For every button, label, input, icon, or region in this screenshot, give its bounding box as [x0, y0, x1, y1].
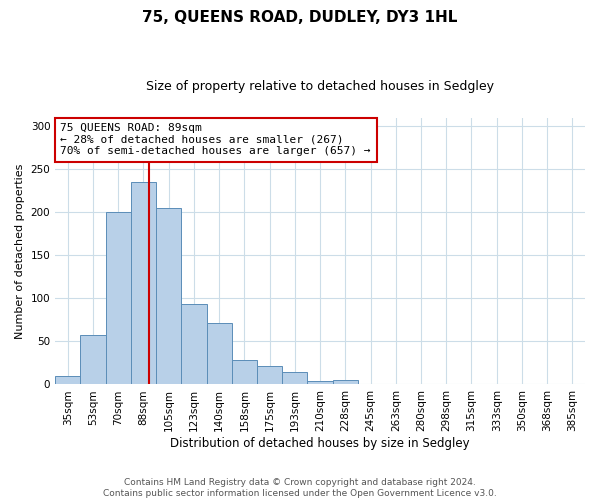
Bar [206, 324, 232, 384]
Text: Contains HM Land Registry data © Crown copyright and database right 2024.
Contai: Contains HM Land Registry data © Crown c… [103, 478, 497, 498]
Bar [232, 360, 257, 384]
Text: 75 QUEENS ROAD: 89sqm
← 28% of detached houses are smaller (267)
70% of semi-det: 75 QUEENS ROAD: 89sqm ← 28% of detached … [61, 123, 371, 156]
X-axis label: Distribution of detached houses by size in Sedgley: Distribution of detached houses by size … [170, 437, 470, 450]
Bar [332, 380, 358, 384]
Text: 75, QUEENS ROAD, DUDLEY, DY3 1HL: 75, QUEENS ROAD, DUDLEY, DY3 1HL [142, 10, 458, 25]
Bar [55, 376, 80, 384]
Bar [181, 304, 206, 384]
Bar [106, 212, 131, 384]
Y-axis label: Number of detached properties: Number of detached properties [15, 164, 25, 339]
Title: Size of property relative to detached houses in Sedgley: Size of property relative to detached ho… [146, 80, 494, 93]
Bar [156, 208, 181, 384]
Bar [282, 372, 307, 384]
Bar [307, 381, 332, 384]
Bar [80, 334, 106, 384]
Bar [131, 182, 156, 384]
Bar [257, 366, 282, 384]
